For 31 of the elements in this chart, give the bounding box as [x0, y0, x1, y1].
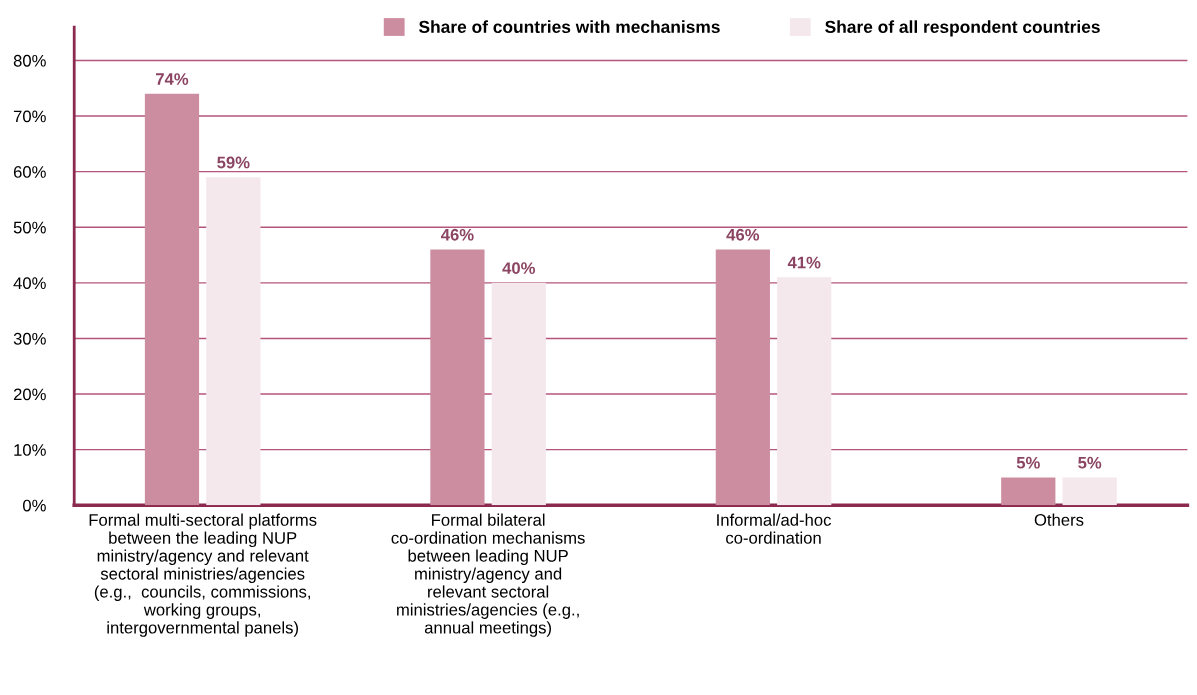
- y-tick-label: 20%: [13, 388, 46, 401]
- bar: [430, 249, 485, 506]
- bar: [144, 93, 200, 506]
- bar: [777, 277, 832, 506]
- y-tick-label: 30%: [13, 332, 46, 345]
- y-tick-label: 0%: [23, 499, 46, 512]
- bar: [1001, 477, 1056, 506]
- text: 59%: [217, 156, 250, 169]
- x-tick-label: Informal/ad-hoc co-ordination: [717, 513, 831, 544]
- legend-label: Share of all respondent countries: [825, 20, 1100, 37]
- x-tick-label: Others: [1034, 513, 1084, 526]
- text: 74%: [156, 73, 189, 85]
- text: 5%: [1078, 456, 1102, 469]
- y-tick-label: 40%: [13, 277, 46, 290]
- text: 40%: [502, 262, 536, 275]
- y-tick-label: 50%: [13, 221, 46, 234]
- bar: [1062, 477, 1117, 506]
- text: 46%: [726, 228, 760, 241]
- y-tick-label: 10%: [14, 444, 46, 456]
- y-tick-label: 60%: [13, 166, 46, 178]
- x-tick-label: Formal bilateral co-ordination mechanisms between leading NUP ministry/agency and relevant sectoral ministries/agencies (e.g., annual meetings): [391, 513, 585, 637]
- bar: [715, 249, 770, 506]
- text: 46%: [440, 228, 474, 241]
- y-tick-label: 80%: [13, 54, 46, 67]
- y-tick-label: 70%: [13, 110, 46, 123]
- bar: [206, 177, 261, 506]
- legend-label: Share of countries with mechanisms: [419, 20, 720, 34]
- text: 41%: [787, 256, 821, 269]
- text: 5%: [1016, 456, 1040, 469]
- bar: [491, 282, 546, 506]
- x-tick-label: Formal multi-sectoral platforms between the leading NUP ministry/agency and relevant sectoral ministries/agencies (e.g., councils, commissions, working groups, intergovernmental panels): [89, 513, 317, 637]
